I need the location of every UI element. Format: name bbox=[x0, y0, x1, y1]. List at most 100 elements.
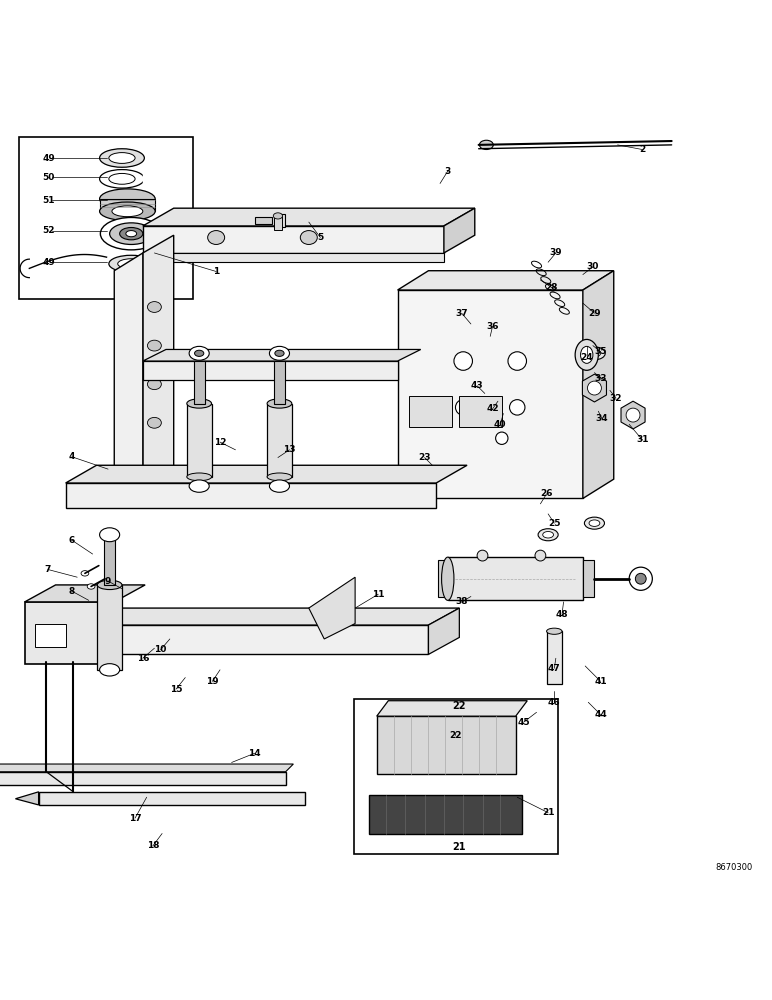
Bar bbox=[100, 199, 155, 211]
Polygon shape bbox=[582, 374, 607, 402]
Circle shape bbox=[496, 432, 508, 444]
Polygon shape bbox=[309, 577, 355, 639]
Text: 49: 49 bbox=[42, 154, 55, 163]
Polygon shape bbox=[0, 772, 286, 785]
Ellipse shape bbox=[109, 255, 154, 272]
Polygon shape bbox=[444, 208, 475, 253]
Ellipse shape bbox=[147, 340, 161, 351]
Text: 16: 16 bbox=[137, 654, 149, 663]
Text: 38: 38 bbox=[455, 597, 468, 606]
Ellipse shape bbox=[584, 517, 604, 529]
Text: 32: 32 bbox=[610, 394, 622, 403]
Text: 11: 11 bbox=[372, 590, 384, 599]
Text: 21: 21 bbox=[542, 808, 554, 817]
Ellipse shape bbox=[267, 399, 292, 408]
Text: 42: 42 bbox=[486, 404, 499, 413]
Bar bbox=[459, 396, 502, 427]
Ellipse shape bbox=[147, 302, 161, 312]
Ellipse shape bbox=[147, 379, 161, 390]
Ellipse shape bbox=[100, 217, 162, 250]
Ellipse shape bbox=[300, 231, 317, 244]
Bar bbox=[274, 214, 285, 227]
Ellipse shape bbox=[275, 350, 284, 356]
Ellipse shape bbox=[547, 628, 562, 634]
Text: 36: 36 bbox=[486, 322, 499, 331]
Ellipse shape bbox=[195, 350, 204, 356]
Text: 19: 19 bbox=[206, 677, 218, 686]
Bar bbox=[19, 137, 193, 299]
Polygon shape bbox=[25, 585, 145, 602]
Text: 45: 45 bbox=[517, 718, 530, 727]
Text: 22: 22 bbox=[449, 731, 462, 740]
Ellipse shape bbox=[588, 350, 601, 357]
Text: 39: 39 bbox=[550, 248, 562, 257]
Text: 1: 1 bbox=[213, 267, 219, 276]
Ellipse shape bbox=[584, 347, 605, 360]
Bar bbox=[409, 396, 452, 427]
Ellipse shape bbox=[81, 571, 89, 576]
Ellipse shape bbox=[87, 584, 95, 589]
Text: 46: 46 bbox=[548, 698, 560, 707]
Text: 40: 40 bbox=[494, 420, 506, 429]
Ellipse shape bbox=[120, 227, 143, 240]
Polygon shape bbox=[398, 271, 614, 290]
Ellipse shape bbox=[269, 346, 290, 360]
Ellipse shape bbox=[479, 140, 493, 150]
Ellipse shape bbox=[100, 149, 144, 167]
Bar bbox=[583, 560, 594, 597]
Text: 51: 51 bbox=[42, 196, 55, 205]
Text: 33: 33 bbox=[594, 374, 607, 383]
Bar bbox=[267, 403, 292, 477]
Text: 31: 31 bbox=[636, 435, 648, 444]
Ellipse shape bbox=[189, 346, 209, 360]
Text: 7: 7 bbox=[45, 565, 51, 574]
Circle shape bbox=[455, 400, 471, 415]
Text: 18: 18 bbox=[147, 841, 159, 850]
Polygon shape bbox=[66, 483, 436, 508]
Text: 21: 21 bbox=[452, 842, 466, 852]
Bar bbox=[369, 795, 522, 834]
Text: 28: 28 bbox=[546, 283, 558, 292]
Text: 13: 13 bbox=[283, 445, 296, 454]
Circle shape bbox=[508, 352, 527, 370]
Text: 35: 35 bbox=[594, 347, 607, 356]
Ellipse shape bbox=[575, 339, 598, 370]
Polygon shape bbox=[25, 602, 114, 664]
Circle shape bbox=[626, 408, 640, 422]
Bar bbox=[547, 631, 562, 684]
Bar bbox=[104, 539, 115, 585]
Text: 52: 52 bbox=[42, 226, 55, 235]
Text: 26: 26 bbox=[540, 489, 553, 498]
Ellipse shape bbox=[187, 399, 212, 408]
Ellipse shape bbox=[100, 528, 120, 542]
Bar bbox=[187, 403, 212, 477]
Text: 8670300: 8670300 bbox=[716, 863, 753, 872]
Bar bbox=[274, 216, 282, 230]
Text: 4: 4 bbox=[69, 452, 75, 461]
Ellipse shape bbox=[589, 520, 600, 526]
Ellipse shape bbox=[543, 531, 554, 538]
Text: 5: 5 bbox=[317, 233, 323, 242]
Bar bbox=[274, 361, 285, 403]
Ellipse shape bbox=[267, 473, 292, 481]
Text: 30: 30 bbox=[587, 262, 599, 271]
Bar bbox=[35, 624, 66, 647]
Polygon shape bbox=[143, 226, 444, 253]
Text: 14: 14 bbox=[249, 749, 261, 758]
Ellipse shape bbox=[100, 189, 155, 209]
Circle shape bbox=[454, 352, 472, 370]
Bar bbox=[438, 560, 448, 597]
Ellipse shape bbox=[269, 480, 290, 492]
Polygon shape bbox=[143, 349, 421, 361]
Text: 9: 9 bbox=[105, 577, 111, 586]
Ellipse shape bbox=[109, 153, 135, 163]
Text: 44: 44 bbox=[594, 710, 607, 719]
Text: 34: 34 bbox=[596, 414, 608, 423]
Polygon shape bbox=[143, 253, 444, 262]
Text: 49: 49 bbox=[42, 258, 55, 267]
Ellipse shape bbox=[187, 473, 212, 481]
Ellipse shape bbox=[100, 664, 120, 676]
Polygon shape bbox=[143, 208, 475, 226]
Text: 3: 3 bbox=[445, 167, 451, 176]
Bar bbox=[448, 557, 583, 600]
